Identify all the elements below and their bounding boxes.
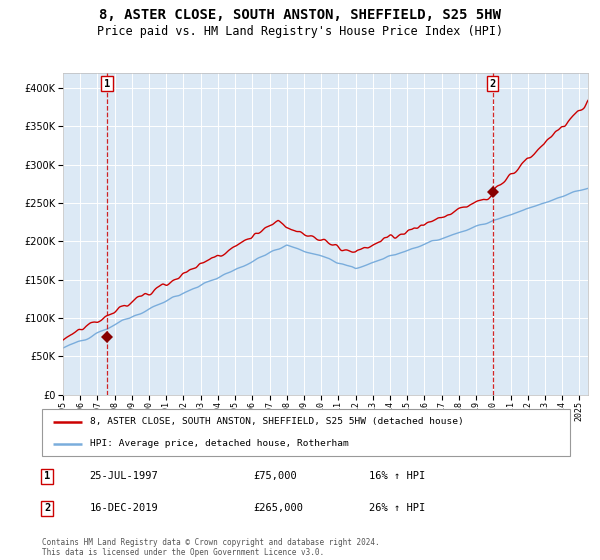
Text: 16-DEC-2019: 16-DEC-2019 xyxy=(89,503,158,514)
Text: 25-JUL-1997: 25-JUL-1997 xyxy=(89,472,158,482)
Text: Contains HM Land Registry data © Crown copyright and database right 2024.
This d: Contains HM Land Registry data © Crown c… xyxy=(42,538,380,557)
Text: 2: 2 xyxy=(44,503,50,514)
Text: 8, ASTER CLOSE, SOUTH ANSTON, SHEFFIELD, S25 5HW (detached house): 8, ASTER CLOSE, SOUTH ANSTON, SHEFFIELD,… xyxy=(89,417,463,426)
Text: £75,000: £75,000 xyxy=(253,472,297,482)
Text: Price paid vs. HM Land Registry's House Price Index (HPI): Price paid vs. HM Land Registry's House … xyxy=(97,25,503,38)
Text: 2: 2 xyxy=(490,78,496,88)
Text: 16% ↑ HPI: 16% ↑ HPI xyxy=(370,472,425,482)
Text: 8, ASTER CLOSE, SOUTH ANSTON, SHEFFIELD, S25 5HW: 8, ASTER CLOSE, SOUTH ANSTON, SHEFFIELD,… xyxy=(99,8,501,22)
FancyBboxPatch shape xyxy=(42,409,570,456)
Text: 1: 1 xyxy=(104,78,110,88)
Text: £265,000: £265,000 xyxy=(253,503,303,514)
Text: HPI: Average price, detached house, Rotherham: HPI: Average price, detached house, Roth… xyxy=(89,439,348,448)
Text: 1: 1 xyxy=(44,472,50,482)
Text: 26% ↑ HPI: 26% ↑ HPI xyxy=(370,503,425,514)
